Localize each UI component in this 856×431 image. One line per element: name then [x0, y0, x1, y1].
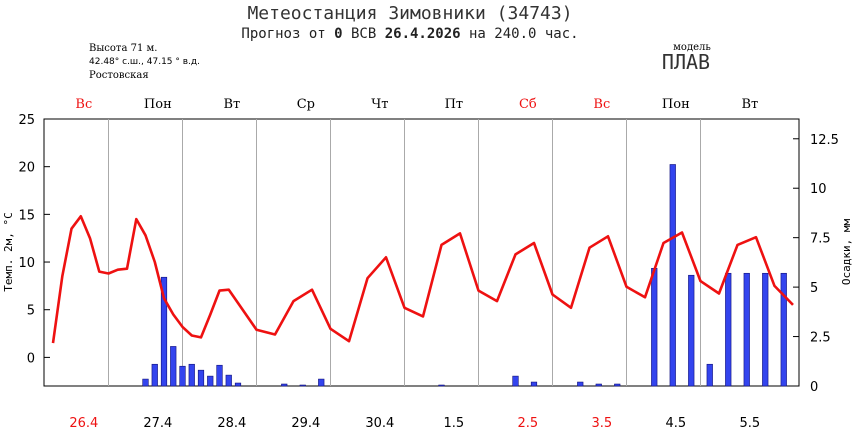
precip-bar: [170, 346, 177, 387]
precip-bar: [234, 382, 242, 387]
temp-tick-label: 15: [18, 208, 35, 223]
temperature-series: [51, 215, 794, 344]
day-date: 28.4: [217, 416, 246, 431]
day-name: Ср: [297, 97, 315, 112]
day-date: 5.5: [739, 416, 760, 431]
precip-tick-label: 5: [810, 281, 818, 296]
temperature-axis: 0 5 10 15 20 25: [18, 113, 50, 366]
day-name: Вс: [75, 97, 92, 112]
precip-bar: [281, 383, 288, 387]
plot-frame: [43, 118, 800, 387]
temp-tick-label: 25: [18, 113, 35, 128]
day-name: Пон: [662, 97, 690, 112]
temp-tick-label: 5: [27, 304, 35, 319]
precip-bar: [530, 381, 538, 387]
day-name: Пт: [445, 97, 464, 112]
day-date: 3.5: [591, 416, 612, 431]
precip-bar: [160, 276, 168, 387]
date-labels: 26.4 27.4 28.4 29.4 30.4 1.5 2.5 3.5 4.5 5.5: [69, 416, 760, 431]
day-date: 2.5: [517, 416, 538, 431]
precipitation-bars: [142, 164, 787, 387]
day-gridlines: [108, 119, 701, 386]
temperature-axis-title: Темп. 2м, °C: [2, 212, 15, 291]
precip-tick-label: 12.5: [810, 133, 839, 148]
station-title: Метеостанция Зимовники (34743): [247, 3, 572, 24]
precip-bar: [780, 272, 787, 387]
precip-bar: [725, 272, 732, 387]
precip-bar: [318, 378, 325, 387]
model-name: ПЛАВ: [662, 50, 710, 74]
station-altitude: Высота 71 м.: [89, 43, 157, 54]
precip-bar: [151, 363, 158, 387]
forecast-subtitle: Прогноз от 0 ВСВ 26.4.2026 на 240.0 час.: [241, 26, 578, 42]
precip-bar: [614, 383, 621, 387]
precip-bar: [207, 375, 214, 387]
precip-bar: [188, 363, 195, 387]
temp-tick-label: 20: [18, 161, 35, 176]
day-name: Вт: [223, 97, 240, 112]
day-name: Сб: [519, 97, 537, 112]
day-date: 27.4: [143, 416, 172, 431]
day-date: 29.4: [291, 416, 320, 431]
station-region: Ростовская: [89, 70, 149, 81]
precipitation-axis: 0 2.5 5 7.5 10 12.5: [793, 133, 839, 395]
day-name: Чт: [371, 97, 388, 112]
precip-bar: [595, 383, 602, 387]
day-date: 1.5: [443, 416, 464, 431]
precip-tick-label: 10: [810, 182, 827, 197]
precip-tick-label: 7.5: [810, 232, 831, 247]
precip-bar: [651, 268, 658, 387]
precip-bar: [762, 272, 769, 387]
day-name: Пон: [144, 97, 172, 112]
model-label: модель: [673, 42, 711, 53]
precip-bar: [225, 374, 232, 387]
temp-tick-label: 0: [27, 351, 35, 366]
precip-bar: [669, 164, 676, 387]
precipitation-axis-title: Осадки, мм: [840, 219, 853, 286]
day-date: 4.5: [665, 416, 686, 431]
precip-bar: [743, 272, 750, 387]
day-date: 26.4: [69, 416, 98, 431]
precip-bar: [142, 378, 149, 387]
day-date: 30.4: [365, 416, 394, 431]
precip-bar: [438, 384, 445, 387]
precip-bar: [577, 381, 584, 387]
precip-bar: [197, 369, 205, 387]
precip-bar: [179, 365, 186, 387]
precip-bar: [706, 363, 713, 387]
precip-bar: [216, 364, 223, 387]
day-name: Вт: [741, 97, 758, 112]
precip-bar: [512, 375, 519, 387]
precip-bar: [688, 274, 695, 387]
day-name-labels: Вс Пон Вт Ср Чт Пт Сб Вс Пон Вт: [75, 97, 758, 112]
station-coordinates: 42.48° с.ш., 47.15 ° в.д.: [89, 57, 200, 67]
precip-tick-label: 0: [810, 380, 818, 395]
day-name: Вс: [593, 97, 610, 112]
precip-tick-label: 2.5: [810, 331, 831, 346]
temp-tick-label: 10: [18, 256, 35, 271]
precip-bar: [299, 384, 306, 387]
temperature-line: [51, 215, 794, 344]
